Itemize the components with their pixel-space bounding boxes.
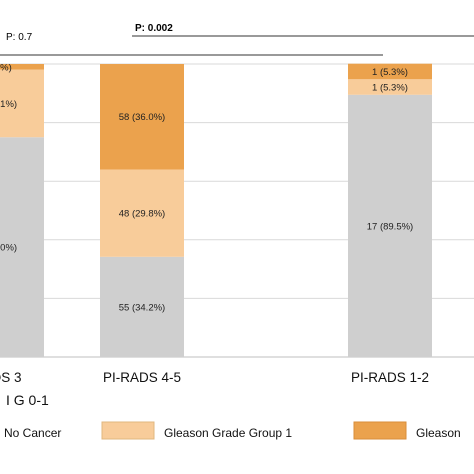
bar-segment [0,69,44,138]
bar-segment [348,94,432,357]
segment-label: 75.0%) [0,243,17,254]
segment-label: 17 (89.5%) [367,221,413,232]
segment-label: 1 (5.3%) [372,83,408,94]
legend-label-gleason-grade-group-1: Gleason Grade Group 1 [164,426,292,440]
segment-label: 58 (36.0%) [119,112,165,123]
bar-segment [0,137,44,357]
x-tick-label: PI-RADS 1-2 [351,370,429,385]
bar-segment [348,79,432,95]
x-tick-label: ADS 3 [0,370,22,385]
segment-label: 55 (34.2%) [119,302,165,313]
legend-label-no-cancer: No Cancer [4,426,61,440]
bar-segment [348,63,432,80]
pvalue-label-2: P: 0.7 [6,32,33,43]
legend-label-gleason: Gleason [416,426,461,440]
pvalue-label-1: P: 0.002 [135,23,173,34]
bar-segment [0,64,44,70]
segment-label: 48 (29.8%) [119,209,165,220]
segment-label: .9%) [0,62,12,73]
legend-swatch-gleason [353,421,407,440]
segment-label: 1 (5.3%) [372,67,408,78]
bar-segment [100,169,184,257]
bar-segment [100,256,184,357]
segment-label: 23.1%) [0,99,17,110]
legend: No Cancer Gleason Grade Group 1 Gleason [4,421,461,440]
segment-labels: 75.0%) 23.1%) .9%) 55 (34.2%) 48 (29.8%) 58 (… [0,62,413,313]
x-tick-label: PI-RADS 4-5 [103,370,181,385]
bar-segment [100,64,184,170]
group-label: I G 0-1 [6,392,49,408]
legend-swatch-gleason-grade-group-1 [101,421,155,440]
bars [0,63,432,357]
x-tick-labels: ADS 3 PI-RADS 4-5 PI-RADS 1-2 [0,370,429,385]
